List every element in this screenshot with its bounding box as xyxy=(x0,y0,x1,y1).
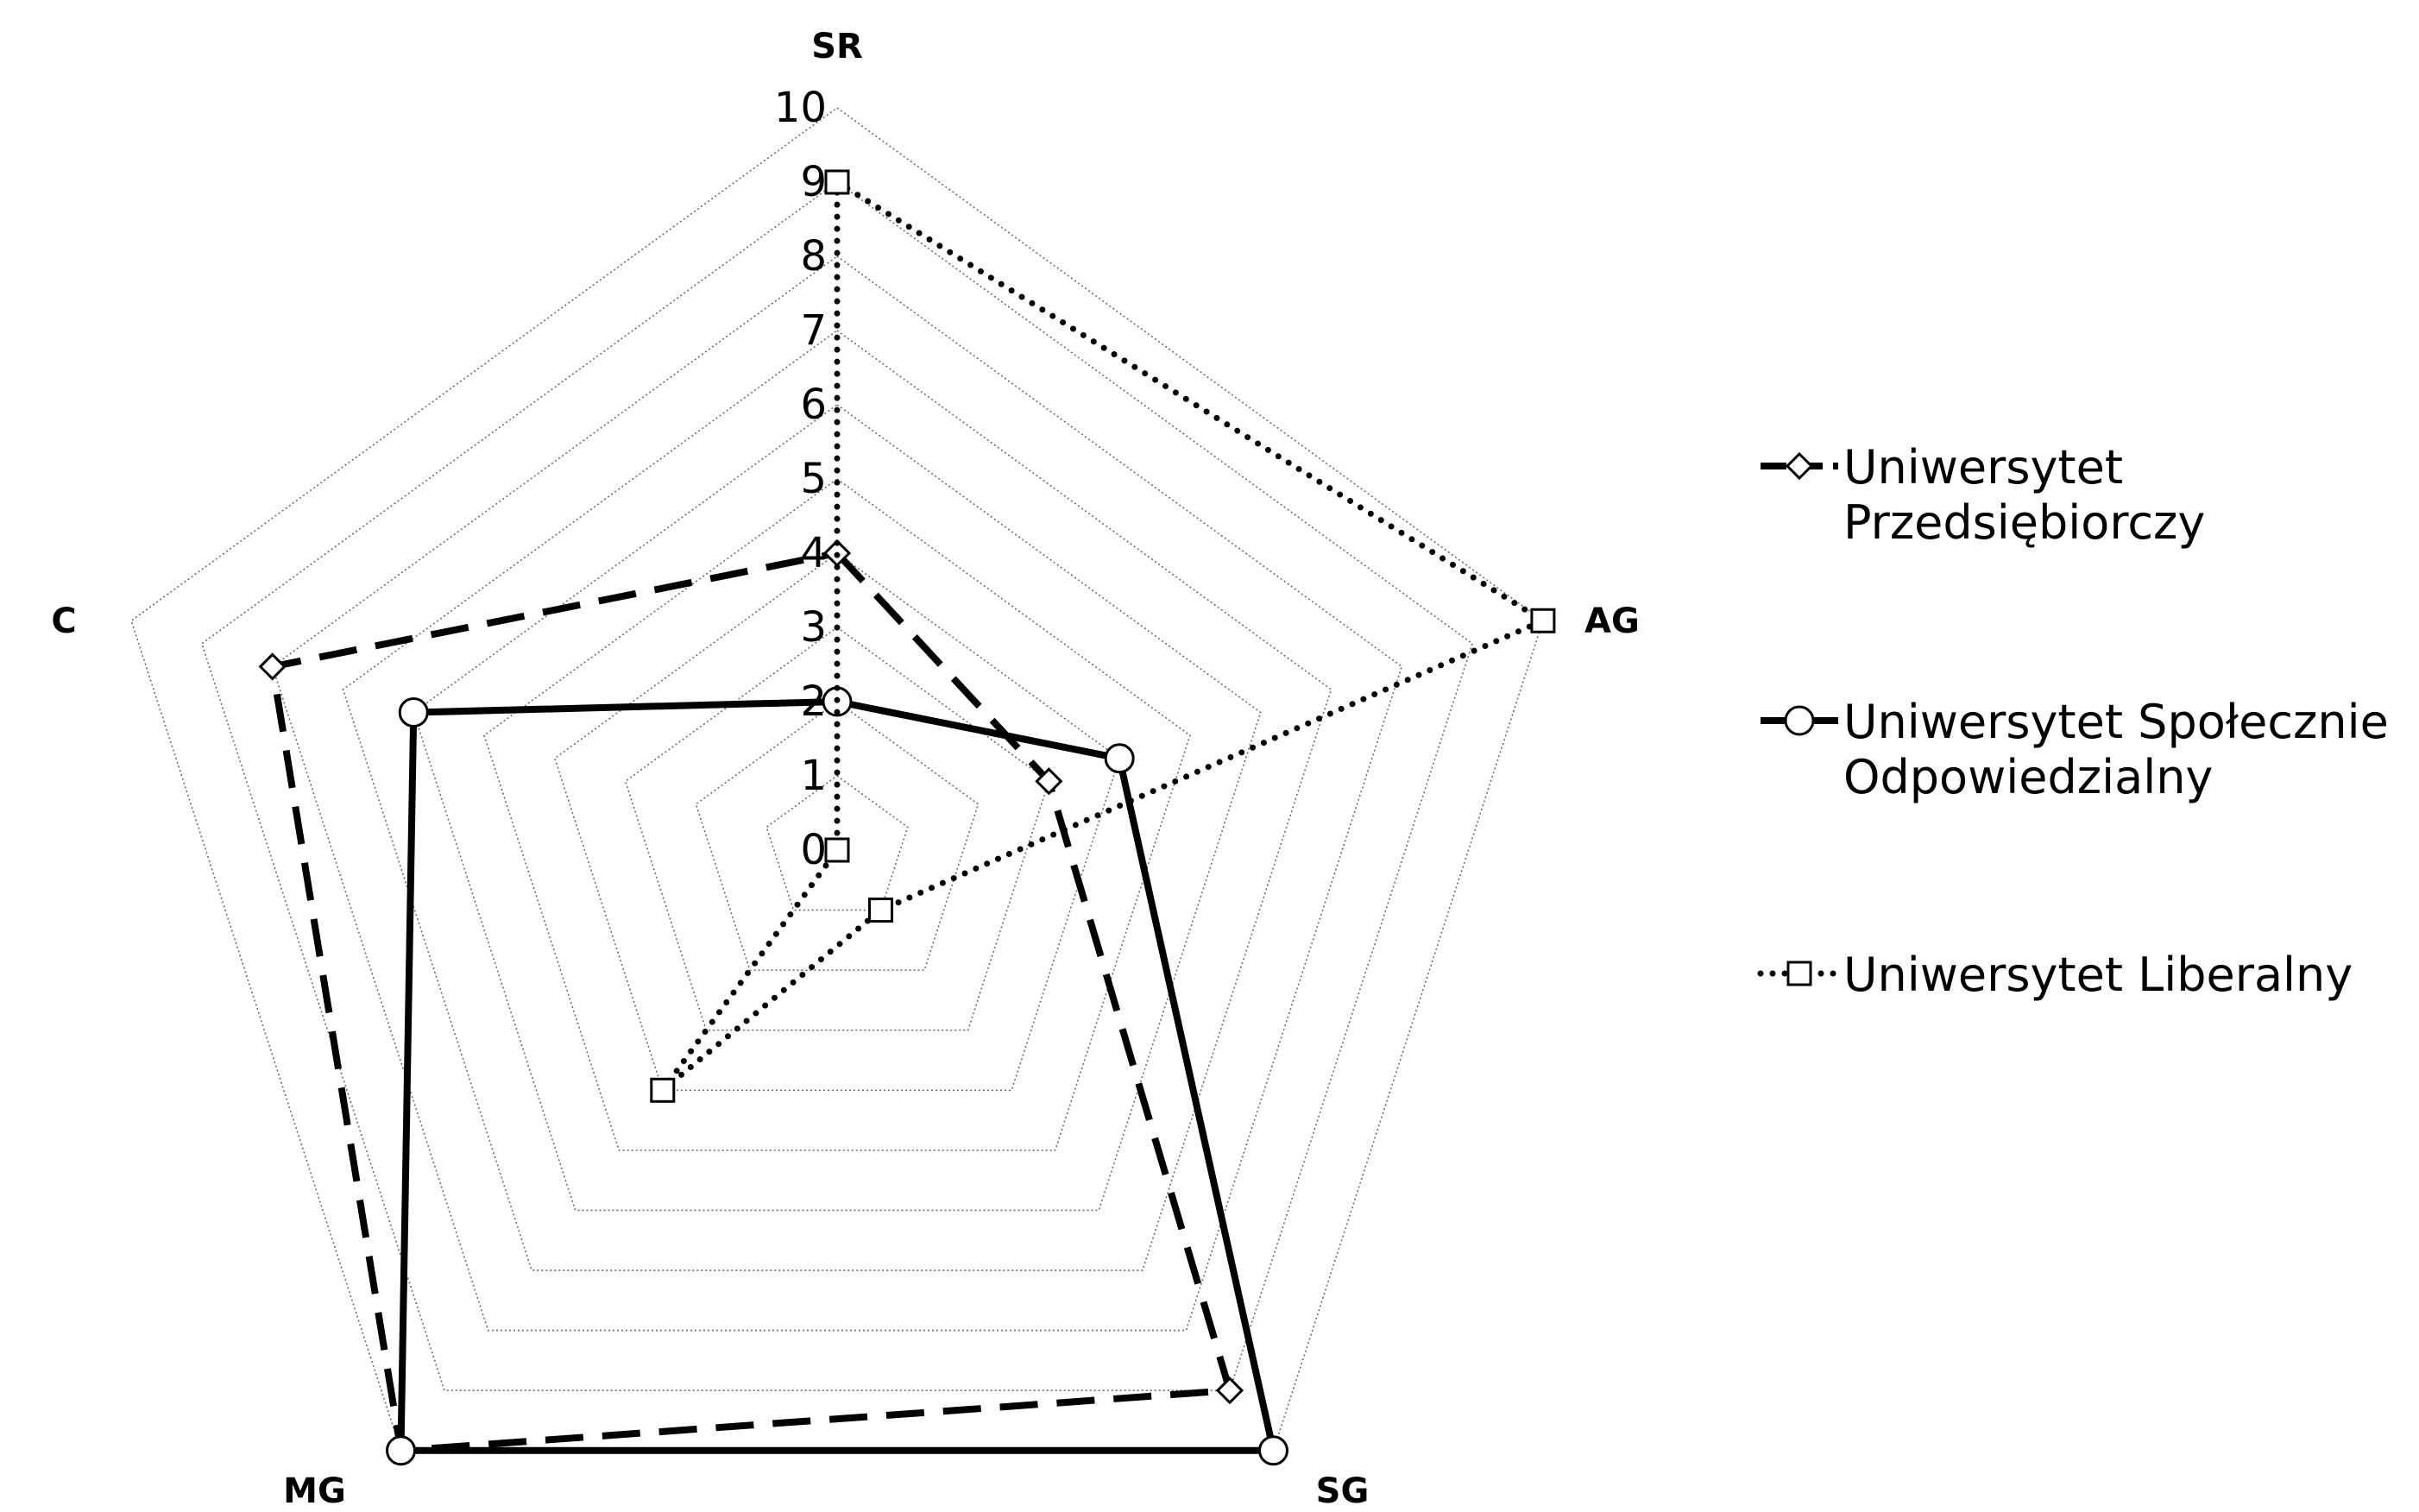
data-point-square xyxy=(650,1077,676,1103)
legend-label: Uniwersytet xyxy=(1843,440,2123,495)
axis-label-sg: SG xyxy=(1316,1471,1370,1511)
tick-label: 5 xyxy=(800,455,827,503)
data-point-circle xyxy=(386,1435,417,1466)
tick-label: 6 xyxy=(800,381,827,429)
legend-label: Przedsiębiorczy xyxy=(1843,495,2205,550)
legend-marker-diamond xyxy=(1785,451,1814,481)
data-point-square xyxy=(824,169,850,195)
grid-ring-6 xyxy=(413,404,1262,1212)
tick-label: 10 xyxy=(774,84,827,132)
axis-label-ag: AG xyxy=(1584,602,1640,641)
data-point-square xyxy=(868,898,894,923)
legend-marker-square xyxy=(1786,961,1812,986)
series-line xyxy=(397,697,1278,1454)
grid-ring-8 xyxy=(271,255,1403,1332)
data-point-diamond xyxy=(1215,1377,1244,1405)
tick-label: 7 xyxy=(800,306,827,355)
grid-ring-1 xyxy=(765,775,909,911)
grid-ring-4 xyxy=(553,552,1121,1092)
series-3 xyxy=(650,169,1556,1103)
series-line xyxy=(268,549,1235,1455)
tick-label: 3 xyxy=(800,603,827,652)
grid-ring-2 xyxy=(695,701,980,971)
series-line xyxy=(659,176,1550,1093)
legend-label: Odpowiedzialny xyxy=(1843,750,2213,804)
tick-label: 1 xyxy=(800,752,827,800)
tick-label: 9 xyxy=(800,158,827,206)
data-point-circle xyxy=(398,697,429,728)
legend-item-3: Uniwersytet Liberalny xyxy=(1757,948,2353,1002)
data-series xyxy=(258,169,1556,1466)
grid-ring-9 xyxy=(200,181,1474,1391)
tick-label: 8 xyxy=(800,232,827,280)
axis-label-c: C xyxy=(51,602,76,641)
data-point-diamond xyxy=(258,652,287,681)
axis-label-mg: MG xyxy=(283,1471,346,1511)
data-point-square xyxy=(1530,608,1556,633)
data-point-circle xyxy=(1257,1435,1288,1466)
tick-label: 0 xyxy=(800,826,827,874)
grid-ring-10 xyxy=(130,107,1544,1452)
axis-label-sr: SR xyxy=(811,27,863,66)
axis-labels: SR AG SG MG C xyxy=(51,27,1639,1511)
legend-marker-circle xyxy=(1784,705,1815,736)
grid-ring-5 xyxy=(483,478,1191,1151)
data-point-circle xyxy=(1104,743,1135,774)
legend-label: Uniwersytet Społecznie xyxy=(1843,695,2389,749)
legend-label: Uniwersytet Liberalny xyxy=(1843,948,2353,1002)
radar-grid xyxy=(130,107,1544,1452)
data-point-square xyxy=(824,837,850,863)
series-2 xyxy=(386,686,1288,1466)
data-point-diamond xyxy=(1035,767,1063,796)
